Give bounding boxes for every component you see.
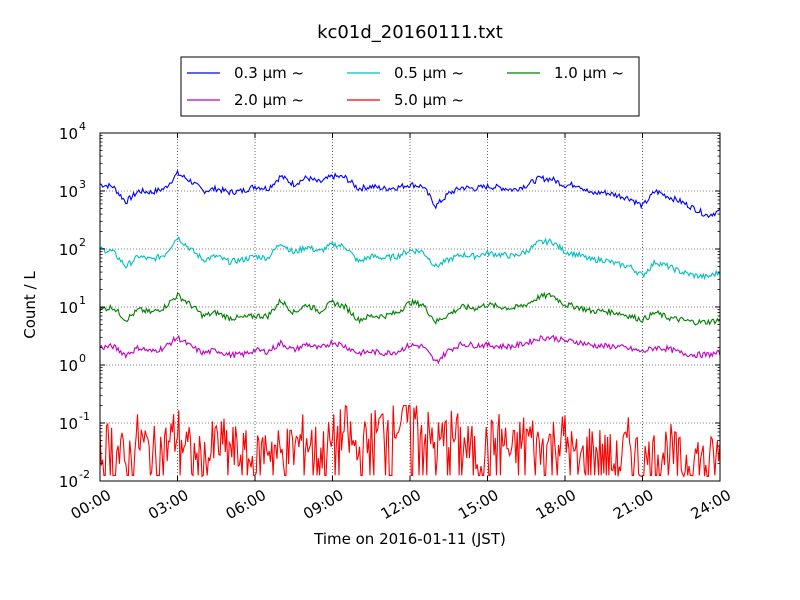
y-tick-exp: 4 — [79, 120, 86, 133]
legend: 0.3 μm ~ 0.5 μm ~ 1.0 μm ~ 2.0 μm ~ 5.0 μm ~ — [180, 56, 640, 117]
y-tick-exp: 0 — [79, 352, 86, 365]
series-line — [99, 334, 721, 365]
series-line — [99, 291, 721, 326]
legend-label: 0.5 μm ~ — [394, 64, 464, 82]
x-tick-label: 18:00 — [533, 486, 579, 523]
x-tick-label: 03:00 — [145, 486, 191, 523]
y-tick-base: 10 — [59, 183, 78, 201]
x-tick-label: 24:00 — [688, 486, 734, 523]
y-tick-exp: 2 — [79, 236, 86, 249]
x-tick-label: 06:00 — [223, 486, 269, 523]
y-tick-base: 10 — [59, 299, 78, 317]
y-tick-exp: -1 — [79, 410, 90, 423]
y-tick-label: 10 2 — [59, 236, 86, 259]
series-line — [99, 235, 721, 281]
y-tick-label: 10 0 — [59, 352, 86, 375]
legend-label: 2.0 μm ~ — [234, 91, 304, 109]
x-tick-label: 15:00 — [455, 486, 501, 523]
y-tick-label: 10 -1 — [59, 410, 90, 433]
y-tick-base: 10 — [59, 125, 78, 143]
y-tick-exp: 3 — [79, 178, 86, 191]
plot-frame — [99, 132, 721, 482]
y-axis-label: Count / L — [21, 271, 39, 339]
y-tick-exp: 1 — [79, 294, 86, 307]
legend-box — [180, 56, 640, 117]
x-tick-label: 21:00 — [610, 486, 656, 523]
chart-title: kc01d_20160111.txt — [317, 22, 503, 43]
y-tick-base: 10 — [59, 473, 78, 491]
x-tick-label: 09:00 — [300, 486, 346, 523]
x-tick-label: 12:00 — [378, 486, 424, 523]
x-axis-label: Time on 2016-01-11 (JST) — [313, 530, 506, 548]
legend-label: 0.3 μm ~ — [234, 64, 304, 82]
x-tick-label: 00:00 — [68, 486, 114, 523]
series-lines — [99, 169, 721, 478]
legend-label: 5.0 μm ~ — [394, 91, 464, 109]
y-tick-exp: -2 — [79, 468, 90, 481]
series-line — [99, 404, 721, 478]
y-tick-label: 10 3 — [59, 178, 86, 201]
legend-label: 1.0 μm ~ — [554, 64, 624, 82]
y-tick-base: 10 — [59, 357, 78, 375]
y-tick-label: 10 1 — [59, 294, 86, 317]
series-line — [99, 169, 721, 219]
y-tick-label: 10 -2 — [59, 468, 90, 491]
y-tick-label: 10 4 — [59, 120, 86, 143]
y-tick-base: 10 — [59, 241, 78, 259]
y-tick-base: 10 — [59, 415, 78, 433]
